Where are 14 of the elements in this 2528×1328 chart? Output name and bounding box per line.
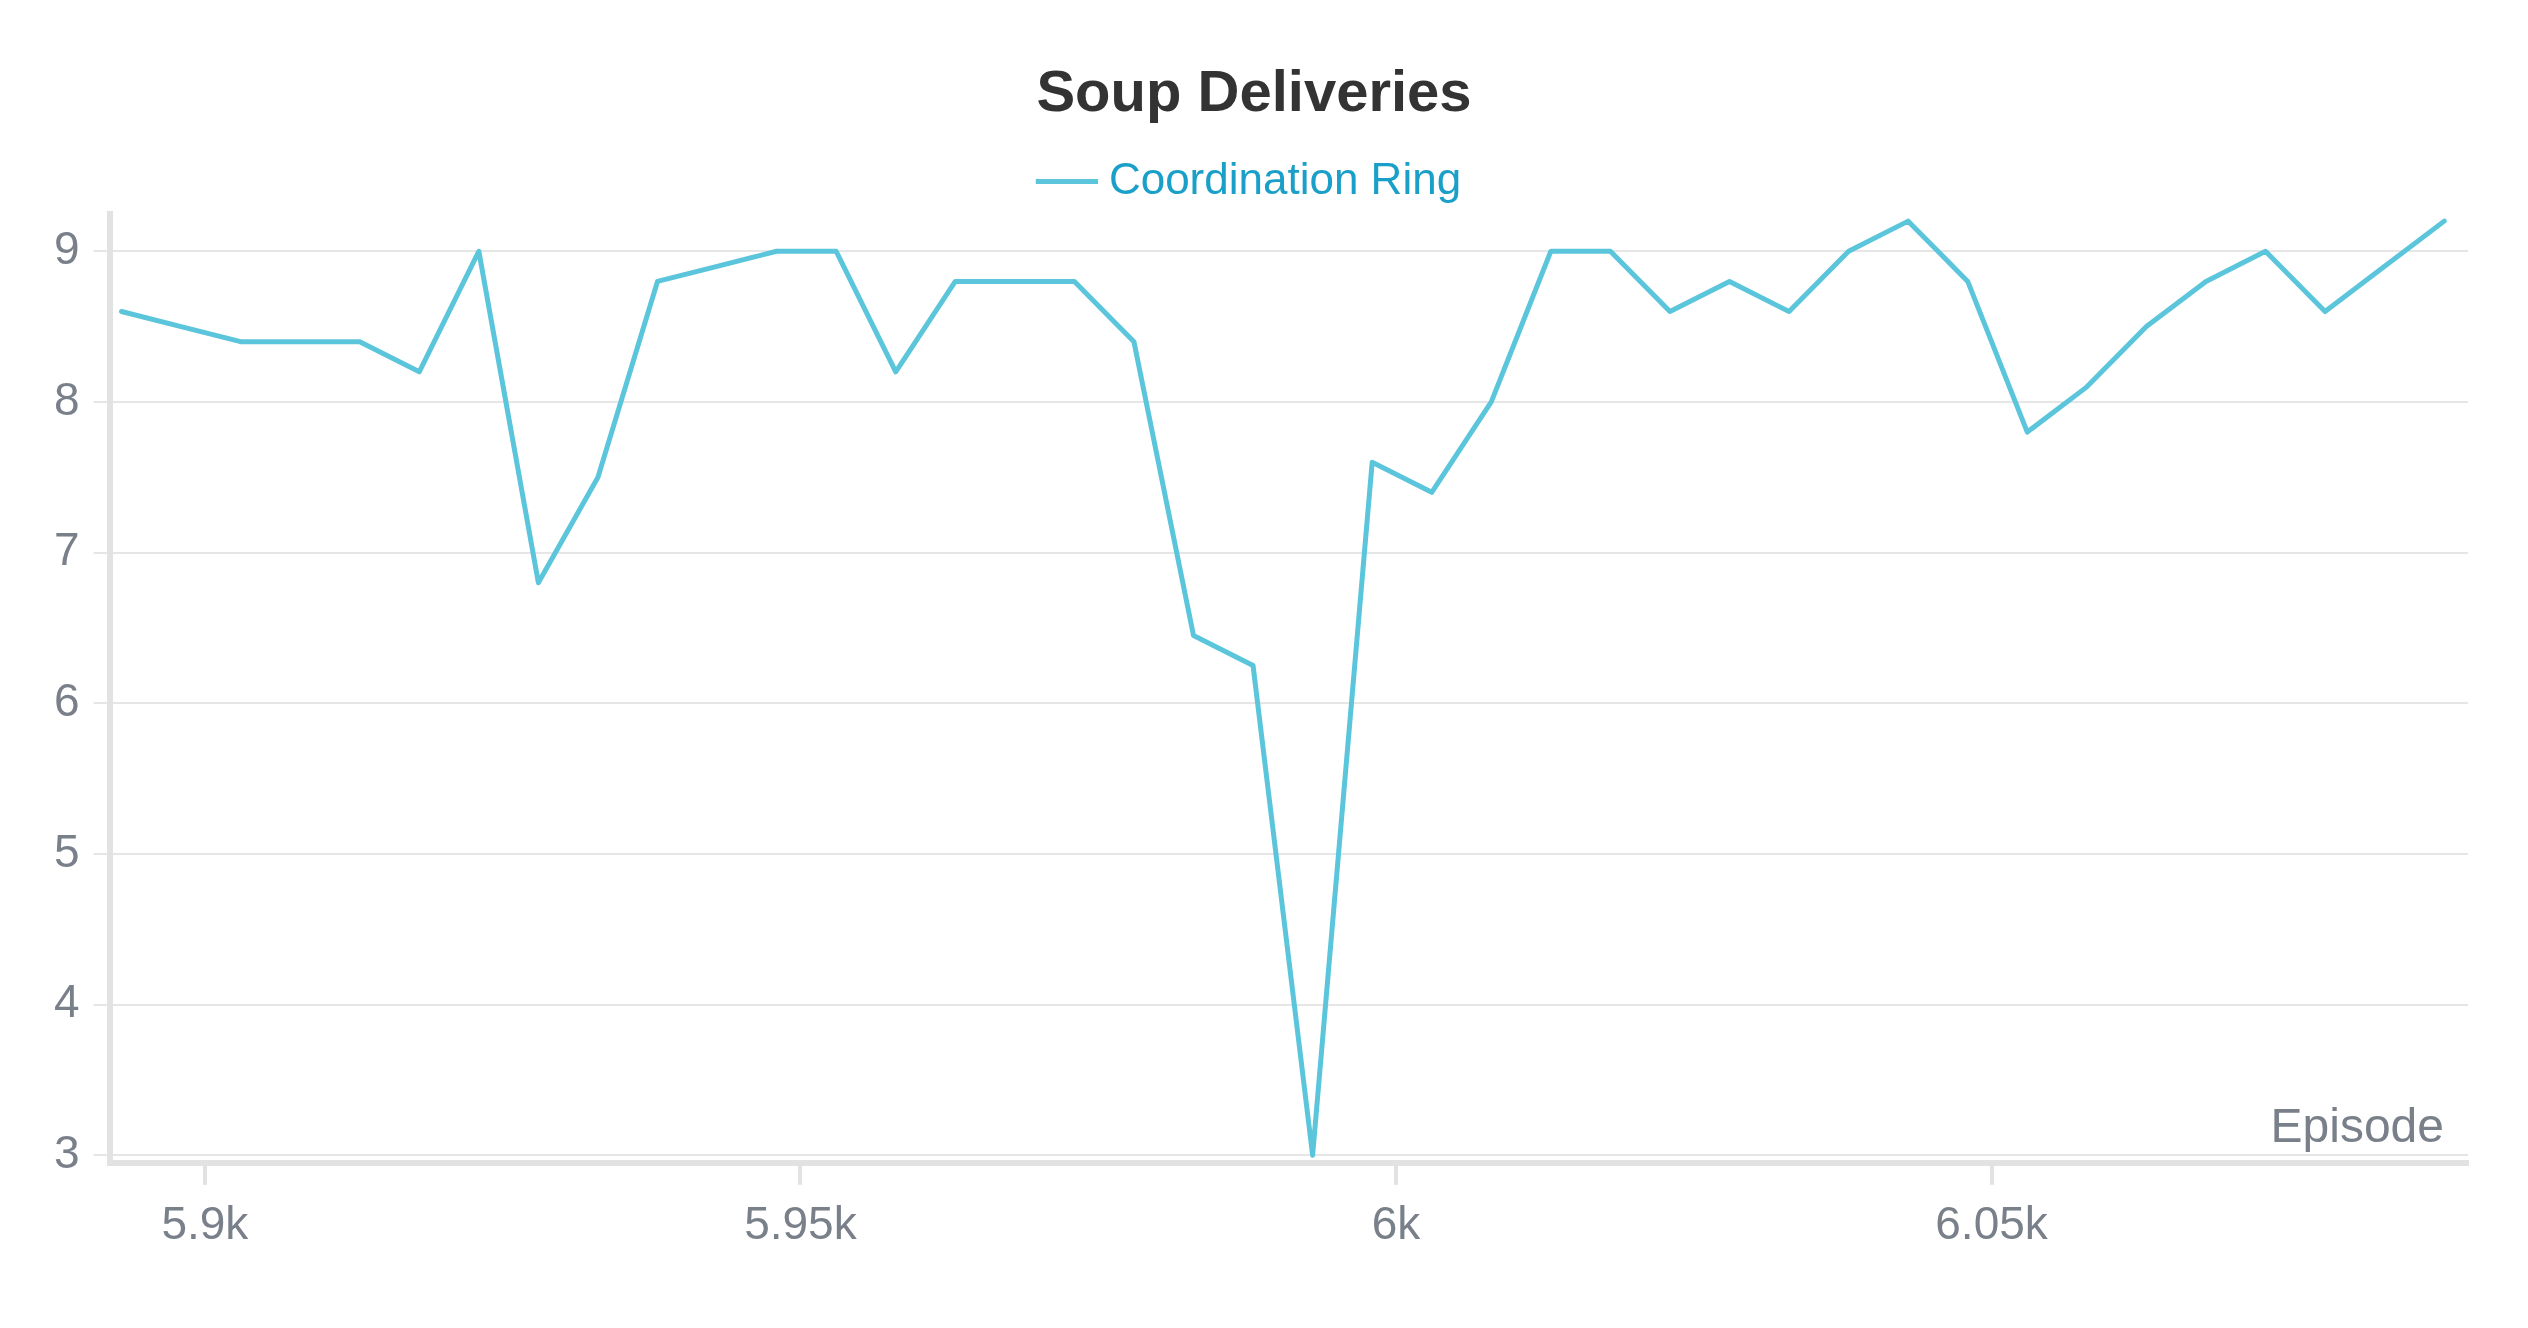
x-tick-label: 6k [1371,1197,1422,1250]
y-tick-label: 6 [53,673,80,726]
y-tick-label: 3 [53,1125,80,1178]
legend-label: Coordination Ring [1108,153,1462,203]
chart-title: Soup Deliveries [1036,57,1472,123]
y-tick-label: 9 [53,221,80,274]
y-tick-label: 5 [53,824,80,877]
y-tick-label: 4 [53,975,80,1028]
x-tick-label: 5.9k [161,1197,250,1250]
y-tick-label: 8 [53,372,80,425]
x-tick-label: 5.95k [744,1197,858,1250]
y-tick-label: 7 [53,523,80,576]
x-axis-title: Episode [2270,1099,2444,1153]
x-tick-label: 6.05k [1935,1197,2049,1250]
